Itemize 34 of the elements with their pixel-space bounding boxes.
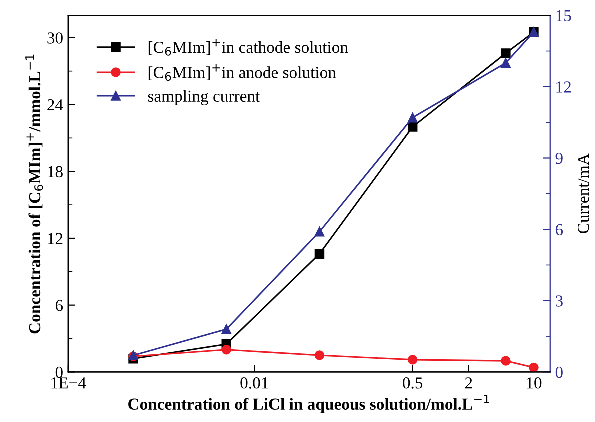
y2-tick-label: 3 [556,296,563,307]
point [501,58,511,68]
y2-axis-title: Current/mA [578,154,590,234]
point [314,249,325,259]
x-axis-title: Concentration of LiCl in aqueous solution/mol.L$^{−1}$ [128,394,490,414]
point [408,355,418,365]
y2-tick-label: 6 [556,224,564,236]
point [222,345,232,355]
y-tick-label: 12 [48,233,63,244]
y-tick-label: 6 [56,300,64,312]
x-tick-label: 0.5 [403,378,423,389]
point [408,122,418,132]
point [501,356,511,366]
x-tick-label: 10 [527,378,542,389]
x-tick-label: 2 [465,378,472,389]
y2-tick-label: 0 [556,366,563,378]
point [314,350,325,360]
legend-label: [C$_{6}$MIm]$^{+}$in cathode solution [148,39,348,56]
y-tick-label: 30 [48,32,63,44]
point [501,48,511,58]
x-tick-label: 0.01 [240,378,268,389]
y2-tick-label: 12 [556,82,571,93]
legend-label: sampling current [148,90,260,106]
y2-tick-label: 9 [556,152,563,164]
y-tick-label: 18 [48,166,63,178]
y-tick-label: 0 [56,366,63,378]
x-tick-label: 1E−4 [52,378,86,389]
y2-tick-label: 15 [556,10,572,22]
point [222,324,232,334]
point [408,112,418,123]
legend-label: [C$_{6}$MIm]$^{+}$in anode solution [148,64,336,82]
point [314,227,325,237]
y-tick-label: 24 [48,100,64,111]
y-axis-title: Concentration of [C$_{6}$MIm]$^{+}$/mmol.L$^{−1}$ [26,54,44,334]
